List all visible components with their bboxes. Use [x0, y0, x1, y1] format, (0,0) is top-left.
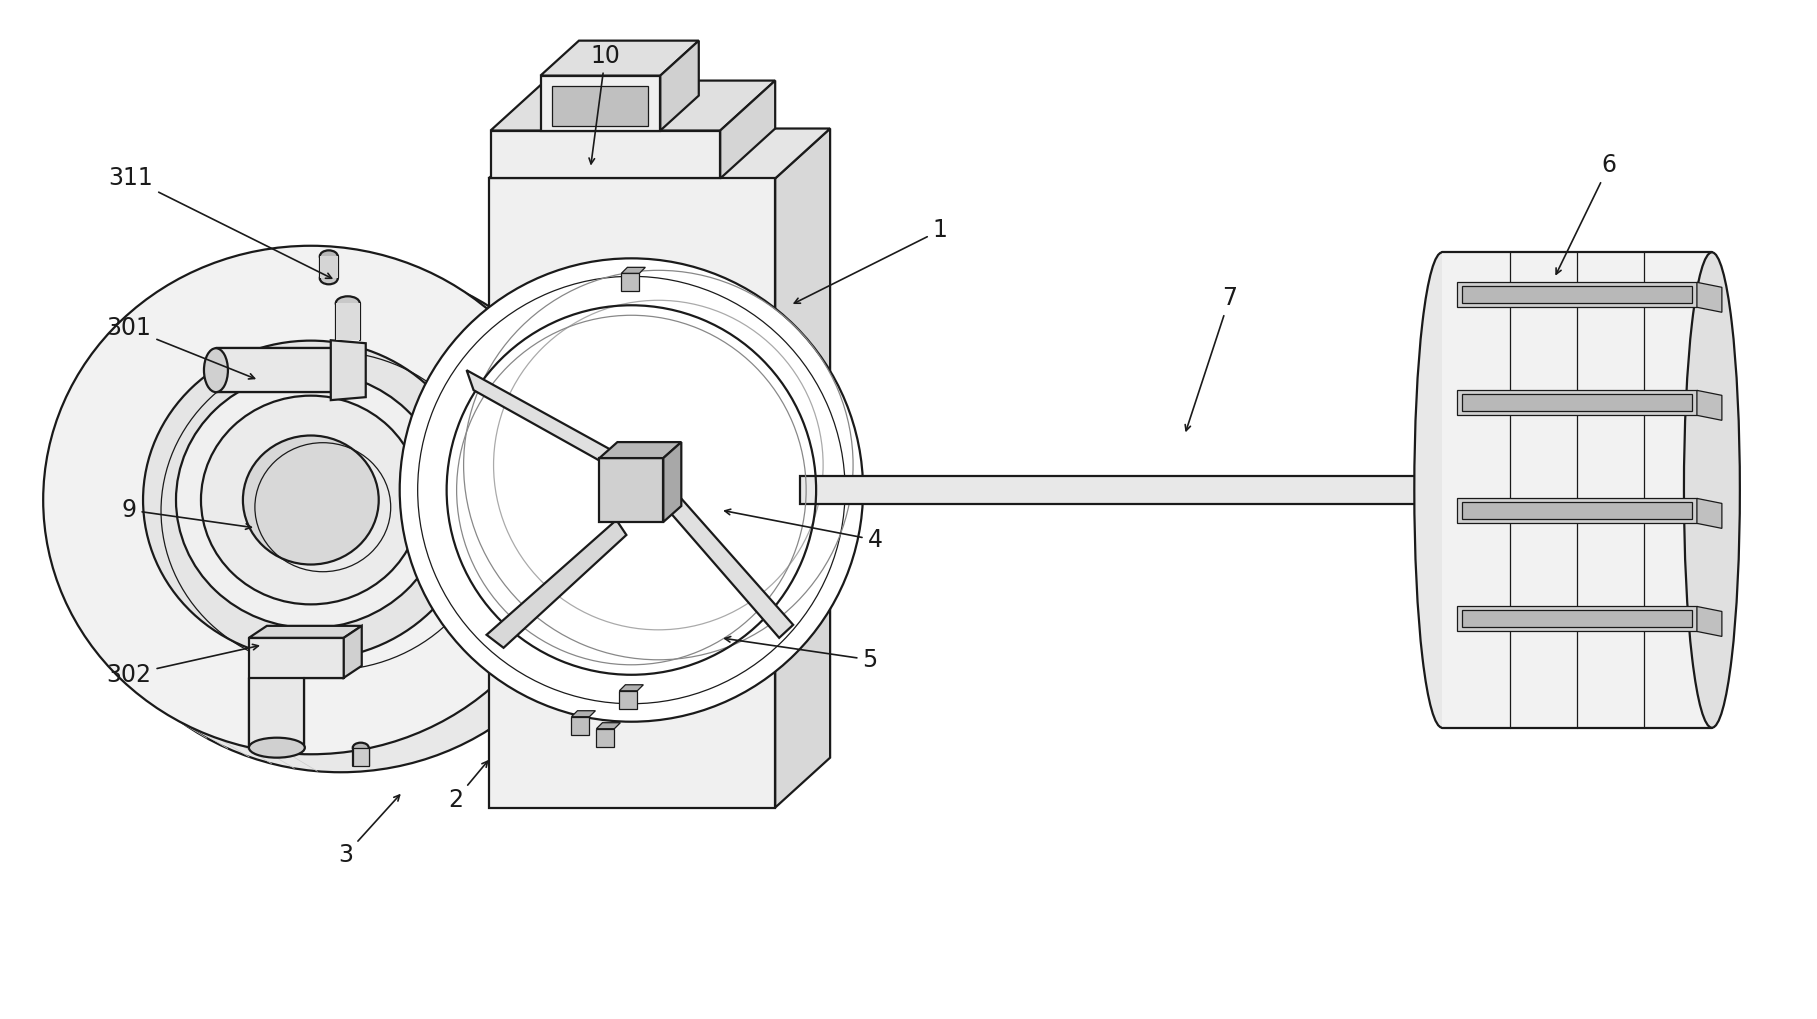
Text: 6: 6 [1555, 154, 1617, 274]
Polygon shape [540, 75, 660, 130]
Ellipse shape [1684, 253, 1741, 728]
Polygon shape [489, 178, 776, 808]
Polygon shape [600, 442, 681, 459]
Polygon shape [249, 626, 362, 638]
Polygon shape [776, 128, 830, 808]
Polygon shape [620, 691, 638, 709]
Polygon shape [1443, 253, 1712, 728]
Polygon shape [720, 81, 776, 178]
Polygon shape [540, 41, 700, 75]
Polygon shape [572, 716, 589, 735]
Ellipse shape [1414, 253, 1470, 728]
Ellipse shape [202, 395, 422, 604]
Text: 3: 3 [338, 795, 400, 866]
Text: 5: 5 [725, 637, 878, 672]
Polygon shape [596, 729, 614, 747]
Polygon shape [596, 722, 620, 729]
Polygon shape [1697, 498, 1723, 529]
Polygon shape [660, 485, 794, 638]
Ellipse shape [176, 372, 445, 628]
Text: 301: 301 [107, 316, 254, 379]
Polygon shape [1463, 502, 1692, 520]
Polygon shape [491, 81, 776, 130]
Polygon shape [1463, 286, 1692, 304]
Polygon shape [491, 130, 720, 178]
Polygon shape [487, 520, 627, 648]
Polygon shape [552, 86, 649, 125]
Polygon shape [1457, 498, 1697, 524]
Circle shape [400, 259, 863, 721]
Text: 1: 1 [794, 218, 947, 304]
Polygon shape [467, 370, 616, 470]
Polygon shape [336, 304, 360, 340]
Text: 7: 7 [1185, 286, 1237, 431]
Polygon shape [663, 442, 681, 522]
Ellipse shape [320, 272, 338, 284]
Ellipse shape [73, 264, 609, 772]
Polygon shape [352, 748, 369, 765]
Text: 10: 10 [589, 44, 620, 164]
Ellipse shape [320, 251, 338, 262]
Polygon shape [1697, 390, 1723, 420]
Ellipse shape [144, 340, 478, 659]
Polygon shape [600, 459, 663, 522]
Polygon shape [660, 41, 700, 130]
Text: 311: 311 [109, 166, 333, 278]
Polygon shape [1463, 610, 1692, 628]
Ellipse shape [352, 743, 369, 753]
Text: 9: 9 [122, 498, 251, 529]
Polygon shape [216, 348, 336, 392]
Polygon shape [489, 128, 830, 178]
Polygon shape [1457, 390, 1697, 416]
Polygon shape [572, 710, 596, 716]
Text: 302: 302 [107, 644, 258, 687]
Polygon shape [799, 476, 1434, 504]
Polygon shape [249, 678, 303, 748]
Ellipse shape [249, 738, 305, 758]
Polygon shape [1457, 606, 1697, 632]
Polygon shape [343, 626, 362, 678]
Ellipse shape [243, 435, 378, 565]
Polygon shape [1697, 282, 1723, 312]
Polygon shape [621, 273, 640, 291]
Polygon shape [1697, 606, 1723, 637]
Text: 4: 4 [725, 510, 883, 552]
Text: 2: 2 [449, 761, 487, 811]
Ellipse shape [204, 348, 227, 392]
Polygon shape [320, 257, 338, 278]
Polygon shape [249, 638, 343, 678]
Polygon shape [331, 340, 365, 400]
Polygon shape [1463, 394, 1692, 412]
Ellipse shape [336, 297, 360, 310]
Polygon shape [1457, 282, 1697, 308]
Ellipse shape [1426, 476, 1443, 504]
Polygon shape [620, 685, 643, 691]
Polygon shape [621, 267, 645, 273]
Ellipse shape [44, 246, 578, 754]
